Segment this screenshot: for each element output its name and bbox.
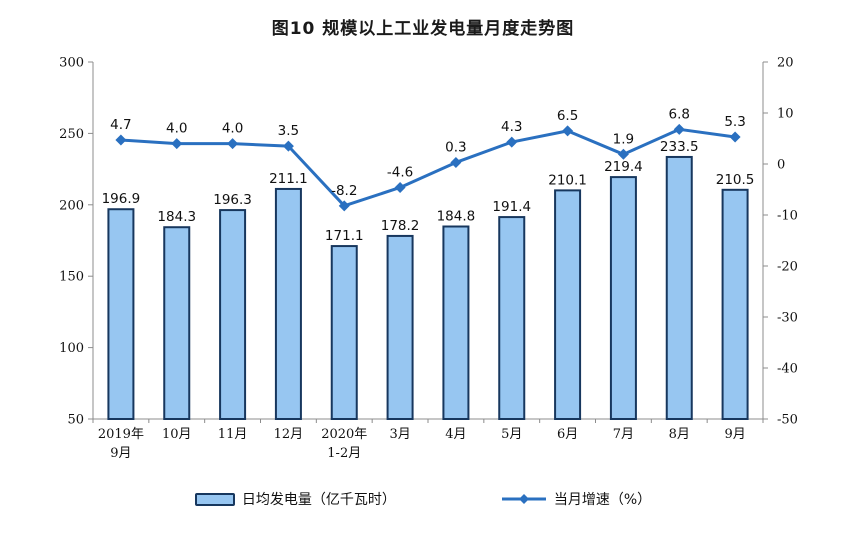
bar-value-label: 210.5 [716,172,755,188]
bar [386,234,414,420]
y-axis-left-tick-label: 200 [59,198,84,213]
line-marker [729,131,741,143]
bar-value-label: 233.5 [660,139,699,155]
x-axis-category-label: 6月 [557,427,578,442]
y-axis-left-tick-label: 250 [59,127,84,142]
line-value-label: 3.5 [278,123,299,139]
y-axis-left-tick-label: 300 [59,56,84,71]
line-value-label: 4.3 [501,119,522,135]
line-marker [171,138,183,150]
y-axis-right-tick-label: -30 [777,311,798,326]
legend-line-label: 当月增速（%） [553,492,652,508]
line-value-label: 4.0 [166,121,187,137]
bar [721,188,749,420]
bar-value-label: 171.1 [325,228,364,244]
line-value-label: 1.9 [613,131,634,147]
bar [330,245,358,420]
y-axis-right-tick-label: 0 [777,158,785,173]
x-axis-category-label: 11月 [218,427,248,442]
x-axis-category-label: 5月 [501,427,522,442]
bar-series-swatch-icon [194,492,235,506]
line-marker [673,123,685,135]
x-axis-category-label: 2020年 [321,427,367,442]
legend: 日均发电量（亿千瓦时） 当月增速（%） [0,489,846,509]
x-axis-category-label: 9月 [724,427,745,442]
line-marker [562,125,574,137]
bar-value-label: 196.3 [213,192,252,208]
chart-plot: 3002502001501005020100-10-20-30-40-50201… [59,56,798,462]
bar-value-label: 210.1 [548,172,587,188]
bar-value-label: 191.4 [492,199,531,215]
bar-value-label: 211.1 [269,171,308,187]
line-marker [617,148,629,160]
x-axis-category-label: 10月 [162,427,192,442]
y-axis-right-tick-label: 10 [777,107,794,122]
line-value-label: 6.5 [557,108,578,124]
bar [498,216,526,420]
legend-item-bar: 日均发电量（亿千瓦时） [194,489,396,509]
y-axis-right-tick-label: -40 [777,362,798,377]
line-marker [450,156,462,168]
line-value-label: 6.8 [669,106,690,122]
growth-line [120,127,736,208]
x-axis-category-label: 12月 [274,427,304,442]
y-axis-right-tick-label: -20 [777,260,798,275]
line-series-swatch-icon [501,494,546,504]
line-value-label: -4.6 [387,164,413,180]
y-axis-left-tick-label: 50 [67,413,84,428]
bar-value-label: 184.8 [437,209,476,225]
bar-value-label: 196.9 [102,191,141,207]
line-marker [394,181,406,193]
line-value-label: 4.7 [110,117,131,133]
bar [609,176,637,420]
legend-bar-label: 日均发电量（亿千瓦时） [241,492,396,508]
line-value-label: -8.2 [331,183,357,199]
x-axis-category-label: 2019年 [98,427,144,442]
line-marker [227,138,239,150]
bar-value-label: 184.3 [157,209,196,225]
chart-title: 图10 规模以上工业发电量月度走势图 [271,19,575,39]
bar [219,209,247,420]
x-axis-category-label: 7月 [613,427,634,442]
bar [107,208,135,420]
y-axis-right-tick-label: 20 [777,56,794,71]
x-axis-category-label: 9月 [110,446,131,461]
x-axis-category-label: 8月 [669,427,690,442]
bar [554,189,582,420]
x-axis-category-label: 3月 [389,427,410,442]
line-marker [506,136,518,148]
y-axis-right-tick-label: -10 [777,209,798,224]
x-axis-category-label: 1-2月 [327,446,361,461]
bar-value-label: 219.4 [604,159,643,175]
bar-value-label: 178.2 [381,218,420,234]
line-value-label: 4.0 [222,121,243,137]
bar [163,226,191,420]
line-value-label: 5.3 [724,114,745,130]
bar [442,225,470,420]
y-axis-left-tick-label: 150 [59,270,84,285]
bar [665,155,693,420]
line-marker [115,134,127,146]
line-value-label: 0.3 [445,139,466,155]
x-axis-category-label: 4月 [445,427,466,442]
line-marker [338,200,350,212]
legend-item-line: 当月增速（%） [501,489,651,509]
y-axis-left-tick-label: 100 [59,341,84,356]
line-marker [282,140,294,152]
y-axis-right-tick-label: -50 [777,413,798,428]
bar [274,187,302,420]
